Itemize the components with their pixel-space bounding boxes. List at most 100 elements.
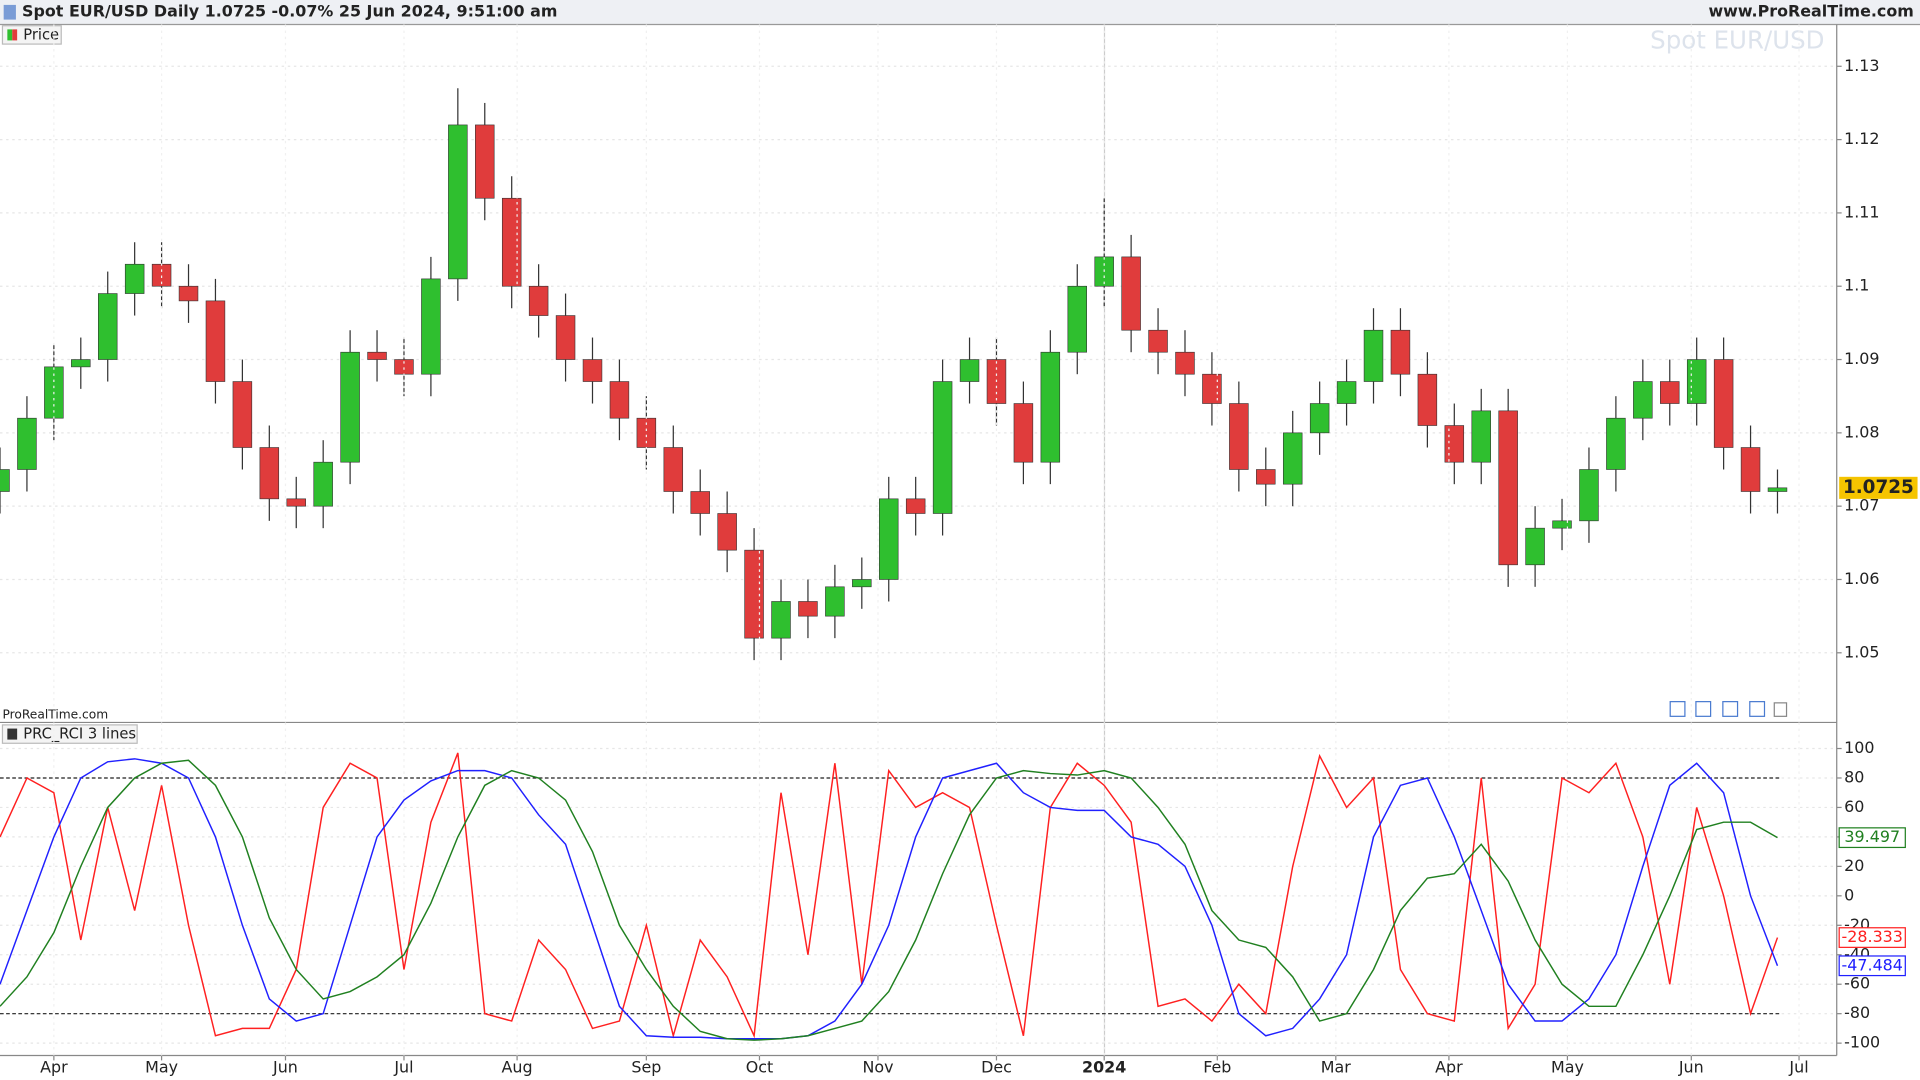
candle-body	[367, 351, 387, 360]
candle-body	[421, 278, 441, 375]
y-tick-label: 1.08	[1844, 422, 1879, 441]
candle-body	[0, 469, 10, 492]
candle-body	[1579, 469, 1599, 522]
candle-body	[259, 447, 280, 500]
header-bar	[0, 0, 1920, 25]
candle-body	[528, 285, 549, 316]
value-badge-label: -47.484	[1842, 955, 1903, 974]
candle-body	[690, 491, 710, 514]
candle-body	[475, 124, 495, 199]
candle-body	[1121, 256, 1141, 331]
info-button[interactable]	[1773, 702, 1788, 717]
y-tick-label: 0	[1844, 885, 1854, 904]
legend-price: Price	[23, 27, 59, 44]
y-tick-label: 1.12	[1844, 129, 1879, 148]
legend-rci: PRC_RCI 3 lines	[23, 726, 136, 743]
tool-button[interactable]	[1749, 701, 1766, 717]
x-tick-label: Dec	[981, 1057, 1012, 1076]
candle-body	[1390, 329, 1411, 375]
x-tick-label: Jun	[272, 1057, 298, 1076]
candle-body	[340, 351, 360, 463]
value-badge	[1838, 955, 1906, 977]
tool-button[interactable]	[1669, 701, 1686, 717]
y-tick-label: 1.09	[1844, 349, 1879, 368]
candle-body	[286, 498, 306, 507]
candle-body	[1713, 359, 1734, 448]
candle-body	[609, 381, 630, 419]
candle-body	[1525, 527, 1545, 566]
price-badge	[1839, 476, 1918, 499]
panel: 100806040200-20-40-60-80-100AprMayJunJul…	[0, 24, 1906, 1076]
candle-body	[1552, 520, 1572, 529]
candle-body	[178, 285, 199, 302]
legend-icon	[7, 728, 18, 740]
value-badge-label: -28.333	[1842, 927, 1903, 946]
candle-body	[1498, 410, 1518, 566]
y-tick-label: 60	[1844, 797, 1864, 816]
x-tick-label: 2024	[1082, 1057, 1126, 1076]
tool-button[interactable]	[1722, 701, 1739, 717]
candle-body	[17, 417, 37, 470]
candle-body	[717, 513, 737, 551]
candle-body	[744, 549, 764, 639]
value-badge	[1838, 827, 1906, 849]
price-badge-label: 1.0725	[1843, 477, 1914, 498]
header-title: Spot EUR/USD Daily 1.0725 -0.07% 25 Jun …	[22, 2, 557, 21]
candle-body	[1417, 373, 1438, 426]
candle-body	[1282, 432, 1303, 485]
x-tick-label: Apr	[1435, 1057, 1463, 1076]
y-tick-label: -80	[1844, 1003, 1870, 1022]
x-tick-label: Jul	[1788, 1057, 1808, 1076]
candle-body	[1740, 447, 1761, 492]
value-badge	[1838, 927, 1906, 948]
candle-body	[1013, 403, 1034, 463]
candle-body	[825, 586, 845, 617]
candle-body	[582, 359, 603, 382]
y-tick-label: 1.11	[1844, 202, 1879, 221]
y-tick-label: 1.05	[1844, 642, 1879, 661]
panel: 1.05 1.06 1.07 1.08 1.09 1.1 1.11 1.12 1.13 1.072…	[0, 56, 1918, 661]
y-tick-label: 80	[1844, 767, 1864, 786]
candle-body	[932, 381, 953, 514]
x-tick-label: Mar	[1321, 1057, 1351, 1076]
x-tick-label: Apr	[40, 1057, 68, 1076]
candle-body	[1040, 351, 1061, 463]
app-icon	[3, 4, 16, 20]
watermark: Spot EUR/USD	[1650, 26, 1824, 55]
y-tick-label: 1.06	[1844, 569, 1879, 588]
candle-body	[852, 579, 872, 588]
tool-button[interactable]	[1695, 701, 1712, 717]
candle-body	[798, 601, 818, 617]
candle-body	[205, 300, 226, 382]
x-tick-label: Jun	[1678, 1057, 1704, 1076]
candle-body	[959, 359, 980, 382]
candle-body	[1336, 381, 1357, 404]
y-tick-label: 100	[1844, 738, 1874, 757]
candle-body	[663, 447, 684, 492]
candle-body	[771, 601, 791, 639]
y-tick-label: 1.1	[1844, 276, 1869, 295]
candle-body	[1229, 403, 1249, 470]
candle-body	[124, 263, 145, 294]
candle-body	[501, 197, 522, 287]
candle-body	[1202, 373, 1222, 404]
candle-body	[448, 124, 468, 280]
candle-body	[1175, 351, 1195, 375]
y-tick-label: 1.07	[1844, 496, 1879, 515]
candle-body	[1067, 285, 1087, 353]
x-tick-label: Feb	[1203, 1057, 1231, 1076]
candle-body	[1363, 329, 1384, 382]
legend-box[interactable]	[1, 724, 138, 744]
legend-icon	[12, 29, 18, 41]
x-tick-label: Jul	[393, 1057, 413, 1076]
candle-body	[71, 359, 91, 368]
candle-body	[905, 498, 926, 514]
candle-body	[1309, 403, 1330, 434]
candle-body	[1444, 425, 1465, 463]
candle-body	[313, 461, 333, 507]
credit: ProRealTime.com	[2, 708, 108, 722]
y-tick-label: 1.13	[1844, 56, 1879, 75]
candle-body	[1686, 359, 1707, 404]
candle-body	[1660, 381, 1680, 404]
